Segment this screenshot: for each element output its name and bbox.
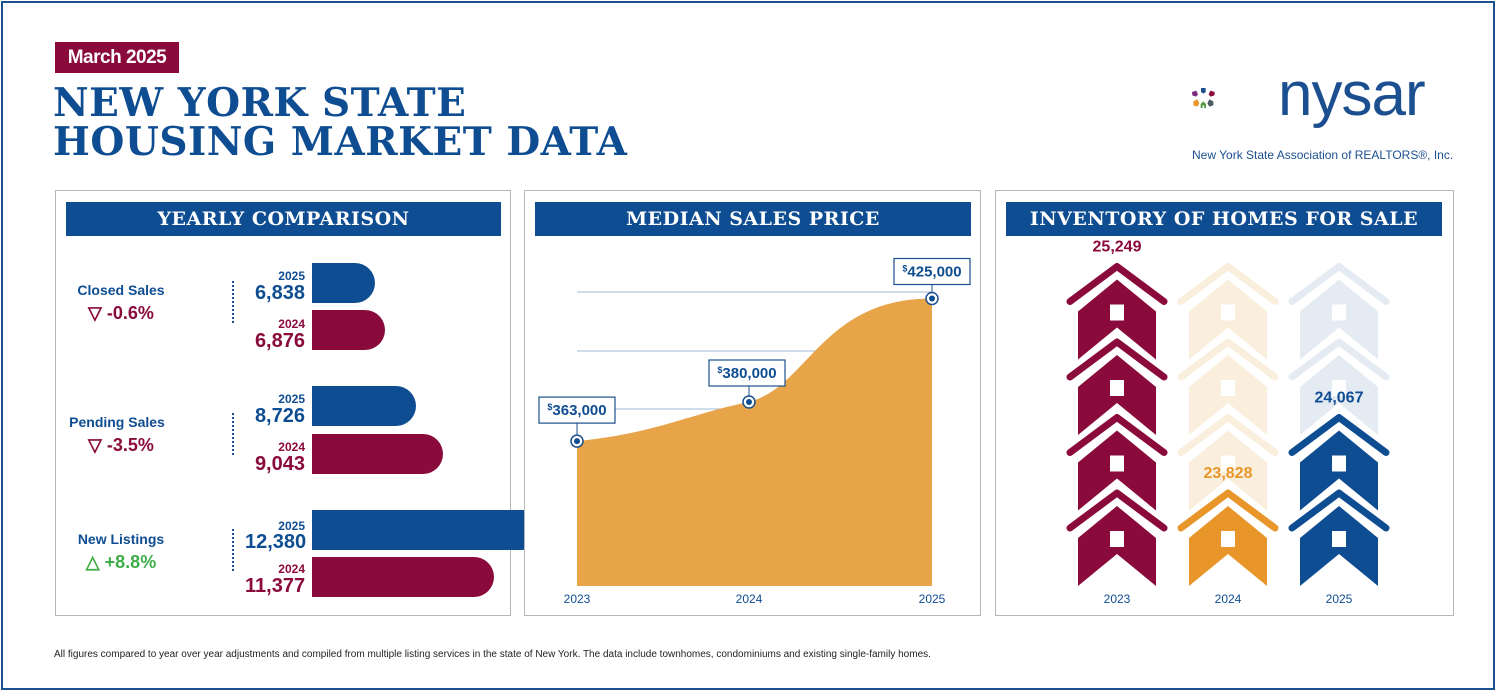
pending-sales-bar-2024 <box>312 434 443 474</box>
price-label-box <box>708 359 786 387</box>
price-point-dot <box>746 399 752 405</box>
closed-sales-change: ▽ -0.6% <box>66 303 176 324</box>
logo-subtitle: New York State Association of REALTORS®,… <box>1192 148 1454 162</box>
title-line-1: NEW YORK STATE <box>53 80 467 126</box>
median-price-chart: $363,000 2023 $380,000 2024 $425,000 2025 <box>538 257 971 606</box>
triangle-up-icon: △ <box>85 552 100 572</box>
price-label-box <box>893 257 971 286</box>
pending-sales-change: ▽ -3.5% <box>66 435 176 456</box>
pending-sales-value-2024: 9,043 <box>254 453 305 475</box>
closed-sales-year-2025: 2025 <box>278 269 305 283</box>
year-tick-label: 2024 <box>736 592 763 606</box>
date-badge: March 2025 <box>55 42 179 73</box>
price-label: $425,000 <box>902 264 961 281</box>
median-sales-price-panel: MEDIAN SALES PRICE $363,000 2023 $380,000 2… <box>524 190 981 616</box>
pending-sales-year-2024: 2024 <box>278 440 305 454</box>
closed-sales-change-value: -0.6% <box>106 303 154 323</box>
inventory-house-icon-window <box>1110 380 1124 396</box>
inventory-value-label: 23,828 <box>1204 465 1253 482</box>
pending-sales-year-2025: 2025 <box>278 392 305 406</box>
price-label-box <box>538 396 616 424</box>
price-point-dot <box>574 438 580 445</box>
inventory-house-icon-roof <box>1066 489 1168 532</box>
inventory-house-faded-icon-window <box>1221 380 1235 396</box>
inventory-house-icon-window <box>1221 531 1235 547</box>
inventory-value-label: 25,249 <box>1093 239 1142 256</box>
closed-sales-year-2024: 2024 <box>278 317 305 331</box>
median-sales-price-heading: MEDIAN SALES PRICE <box>535 202 971 236</box>
inventory-house-icon-window <box>1332 455 1346 472</box>
footnote: All figures compared to year over year a… <box>54 649 931 660</box>
triangle-down-icon: ▽ <box>88 435 102 455</box>
yearly-comparison-heading: YEARLY COMPARISON <box>66 202 501 236</box>
pending-sales-bar-2025 <box>312 386 416 426</box>
year-tick-label: 2024 <box>1215 592 1242 606</box>
title-line-2: HOUSING MARKET DATA <box>53 119 628 165</box>
yearly-comparison-panel: YEARLY COMPARISON Closed Sales ▽ -0.6% 2… <box>55 190 542 616</box>
inventory-house-icon-window <box>1110 531 1124 547</box>
house-star-icon <box>1192 88 1215 108</box>
new-listings-value-2024: 11,377 <box>245 575 306 597</box>
new-listings-year-2024: 2024 <box>278 562 305 576</box>
triangle-down-icon: ▽ <box>88 303 102 323</box>
inventory-value-label: 24,067 <box>1315 390 1364 407</box>
inventory-house-icon-window <box>1110 455 1124 472</box>
pending-sales-value-2025: 8,726 <box>254 405 305 427</box>
inventory-house-faded-icon-window <box>1332 304 1346 321</box>
closed-sales-bar-2024 <box>312 310 385 350</box>
closed-sales-divider <box>232 281 234 323</box>
page-title: NEW YORK STATE HOUSING MARKET DATA <box>53 84 627 162</box>
closed-sales-value-2024: 6,876 <box>254 330 305 352</box>
inventory-house-faded-icon-roof <box>1177 338 1279 381</box>
inventory-heading: INVENTORY OF HOMES FOR SALE <box>1006 202 1442 236</box>
new-listings-change-value: +8.8% <box>104 552 157 572</box>
inventory-house-icon-roof <box>1066 263 1168 305</box>
year-tick-label: 2023 <box>564 592 591 606</box>
inventory-house-faded-icon-roof <box>1288 263 1390 305</box>
inventory-house-icon-roof <box>1177 489 1279 532</box>
inventory-chart: 25,249 2023 23,828 2024 24,067 2025 <box>1066 239 1390 606</box>
inventory-house-faded-icon-roof <box>1177 263 1279 305</box>
pending-sales-label: Pending Sales <box>69 414 165 430</box>
inventory-house-icon-roof <box>1066 414 1168 456</box>
closed-sales-label: Closed Sales <box>77 282 165 298</box>
price-label: $363,000 <box>547 402 606 419</box>
logo-wordmark: nysar <box>1278 60 1426 129</box>
new-listings-divider <box>232 529 234 571</box>
new-listings-label: New Listings <box>77 531 165 547</box>
closed-sales-value-2025: 6,838 <box>254 282 305 304</box>
new-listings-value-2025: 12,380 <box>245 531 307 553</box>
price-label: $380,000 <box>717 365 776 382</box>
inventory-house-icon-roof <box>1288 489 1390 532</box>
pending-sales-divider <box>232 413 234 455</box>
inventory-house-faded-icon-window <box>1221 304 1235 321</box>
inventory-house-faded-icon-window <box>1332 380 1346 396</box>
inventory-house-icon-roof <box>1066 338 1168 381</box>
inventory-house-faded-icon-roof <box>1177 414 1279 456</box>
new-listings-year-2025: 2025 <box>278 519 305 533</box>
year-tick-label: 2023 <box>1104 592 1131 606</box>
inventory-house-icon-roof <box>1288 414 1390 456</box>
inventory-house-faded-icon-window <box>1221 455 1235 472</box>
inventory-house-icon-window <box>1332 531 1346 547</box>
closed-sales-bar-2025 <box>312 263 375 303</box>
inventory-house-faded-icon-roof <box>1288 338 1390 381</box>
new-listings-bar-2025 <box>312 510 542 550</box>
median-price-area <box>577 298 932 586</box>
year-tick-label: 2025 <box>919 592 946 606</box>
new-listings-bar-2024 <box>312 557 494 597</box>
year-tick-label: 2025 <box>1326 592 1353 606</box>
pending-sales-change-value: -3.5% <box>106 435 154 455</box>
inventory-panel: INVENTORY OF HOMES FOR SALE 25,249 2023 23… <box>995 190 1454 616</box>
inventory-house-icon-window <box>1110 304 1124 321</box>
price-point-dot <box>929 295 935 302</box>
new-listings-change: △ +8.8% <box>66 552 176 573</box>
